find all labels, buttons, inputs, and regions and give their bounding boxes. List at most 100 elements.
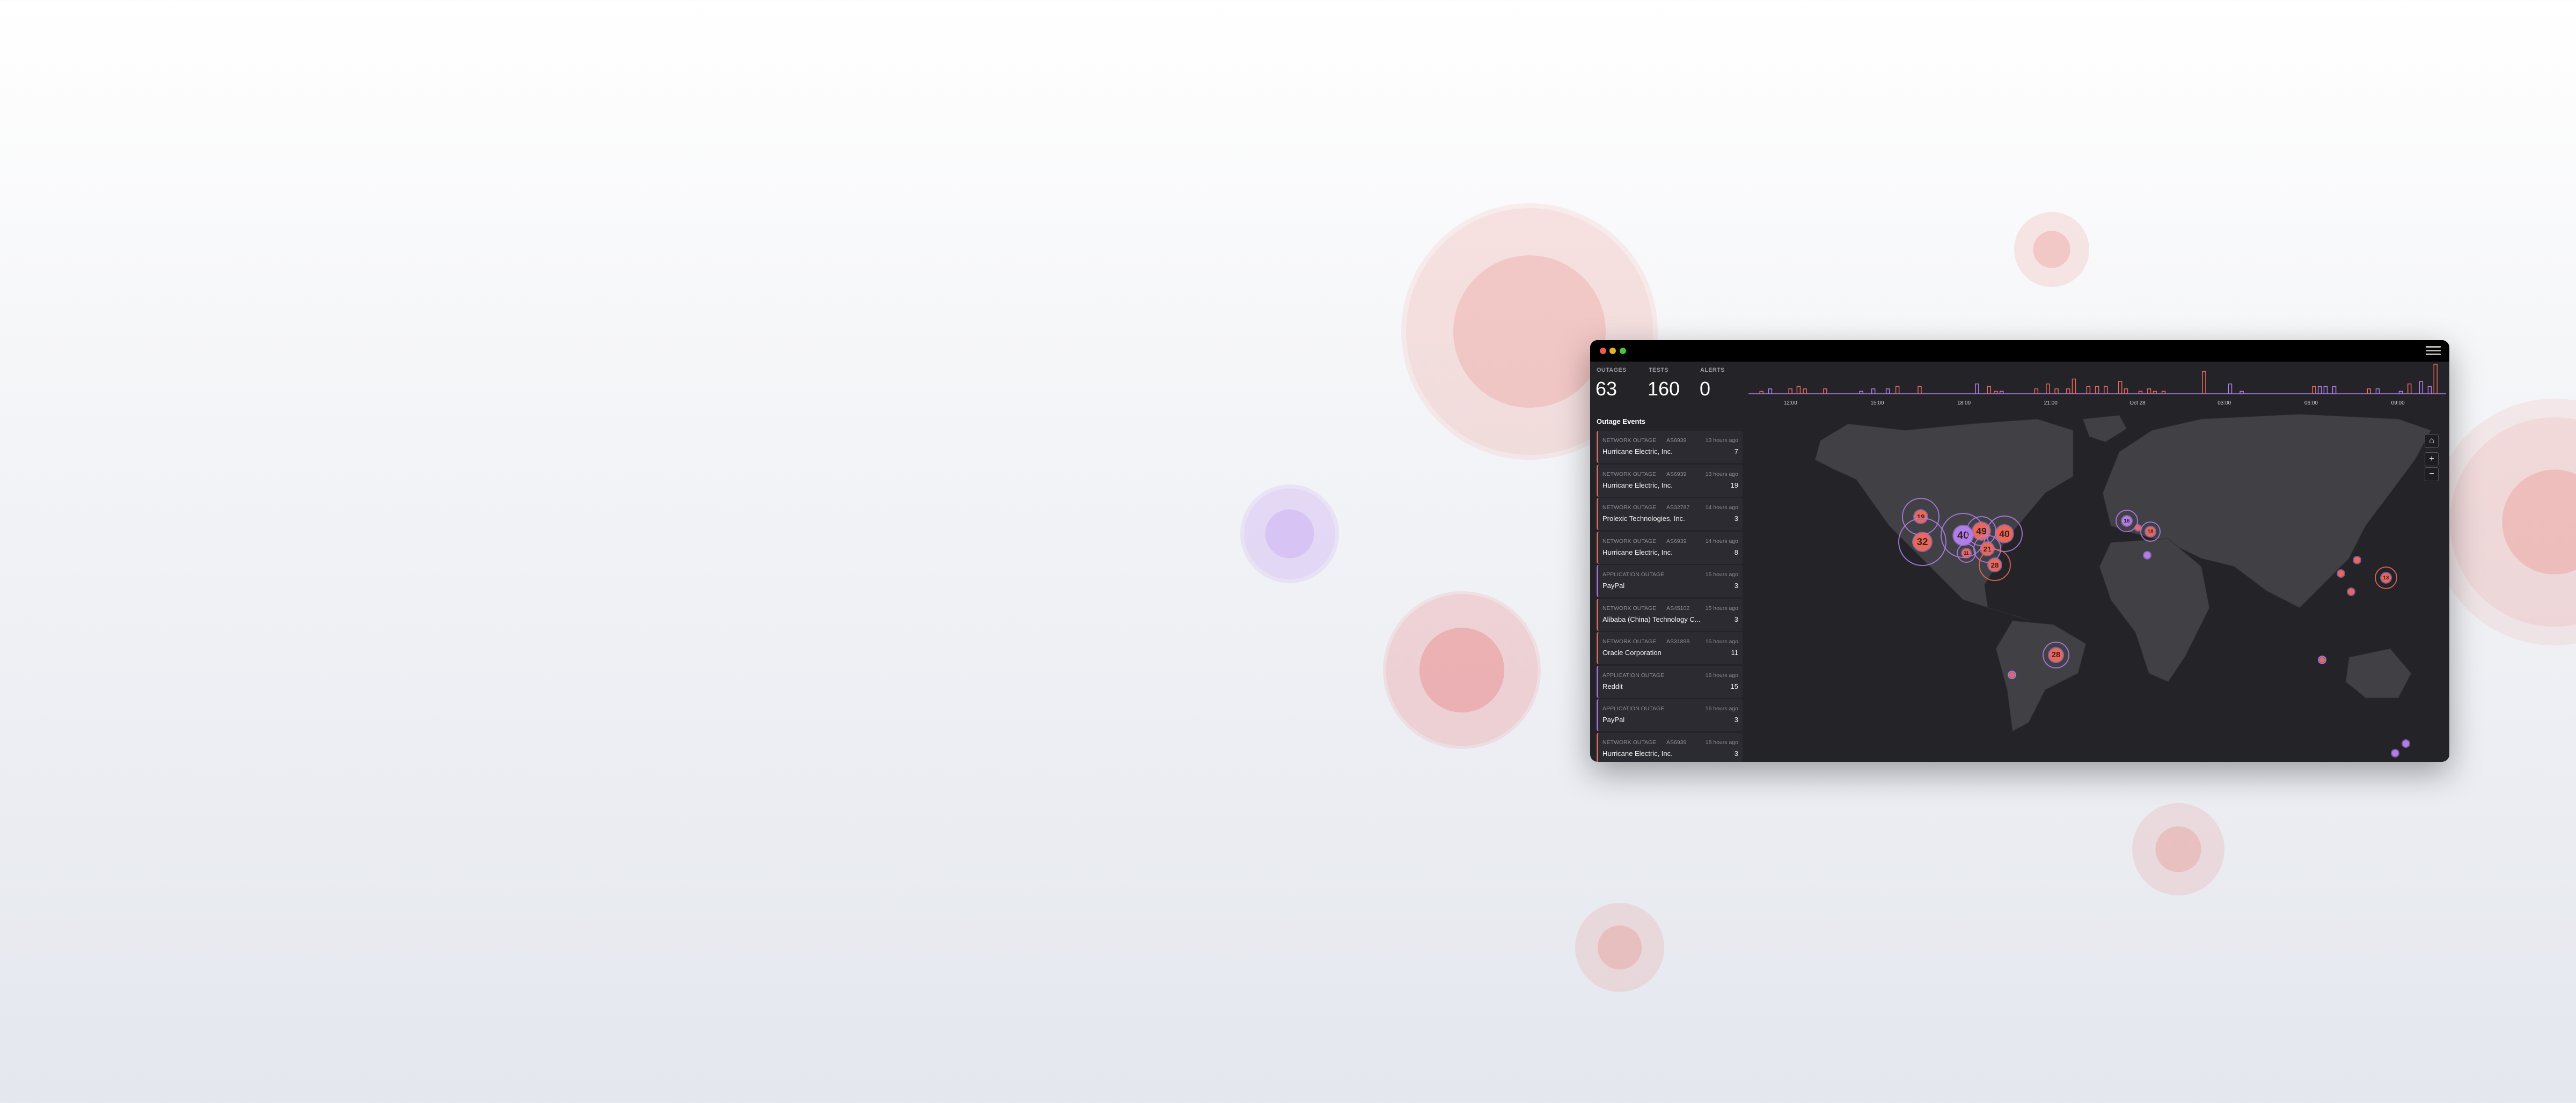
outage-cluster-marker[interactable]: 13 [2381,573,2391,583]
outage-cluster-marker[interactable]: 11 [1962,549,1971,557]
chart-spike-application [2240,391,2244,394]
outage-cluster-marker[interactable] [2319,657,2325,663]
chart-spike-application [2332,386,2337,394]
chart-spike-network [2407,383,2412,394]
event-count: 7 [1734,447,1738,455]
event-time: 15 hours ago [1705,638,1738,645]
event-type: NETWORK OUTAGE [1602,638,1657,645]
event-name: Prolexic Technologies, Inc. [1602,514,1685,523]
x-tick-label: 03:00 [2218,400,2231,406]
home-button[interactable]: ⌂ [2425,434,2439,448]
chart-spike-network [1788,388,1792,394]
outage-cluster-marker[interactable]: 28 [1988,558,2001,571]
outage-cluster-marker[interactable] [2135,525,2141,531]
event-time: 18 hours ago [1705,739,1738,746]
chart-spike-network [2153,391,2157,394]
bg-hotspot [2431,399,2576,645]
x-tick-label: 12:00 [1784,400,1797,406]
bg-hotspot [1575,903,1664,992]
bg-hotspot [2014,212,2089,287]
bg-hotspot [1383,591,1541,749]
stat-value: 160 [1648,378,1680,400]
maximize-button[interactable] [1620,348,1626,354]
outage-cluster-marker[interactable] [2348,589,2354,595]
event-name: PayPal [1602,582,1625,590]
event-type: APPLICATION OUTAGE [1602,571,1665,578]
outage-event-item[interactable]: NETWORK OUTAGE AS6939 13 hours ago Hurri… [1597,431,1743,463]
outage-event-item[interactable]: NETWORK OUTAGE AS45102 15 hours ago Alib… [1597,598,1743,631]
outage-event-item[interactable]: NETWORK OUTAGE AS31898 15 hours ago Orac… [1597,632,1743,664]
outage-cluster-marker[interactable]: 28 [2049,648,2063,662]
cluster-ring [2318,656,2326,664]
chart-spike-application [2427,386,2432,394]
x-tick-label: 09:00 [2391,400,2405,406]
stat-label: OUTAGES [1597,367,1627,373]
event-time: 13 hours ago [1705,437,1738,444]
chart-spike-application [2419,381,2424,394]
outage-event-item[interactable]: NETWORK OUTAGE AS6939 18 hours ago Hurri… [1597,732,1743,762]
event-count: 3 [1734,716,1738,724]
event-type: APPLICATION OUTAGE [1602,672,1665,679]
outage-event-item[interactable]: APPLICATION OUTAGE 15 hours ago PayPal 3 [1597,565,1743,597]
stat-label: TESTS [1649,367,1668,373]
outage-cluster-marker[interactable] [2338,570,2344,577]
outage-timeline-chart[interactable]: 12:00 15:00 18:00 21:00 Oct 28 03:00 06:00 09:0… [1748,362,2446,410]
outage-cluster-marker[interactable] [2144,552,2150,558]
chart-spike-application [1871,388,1876,394]
outage-event-item[interactable]: NETWORK OUTAGE AS32787 14 hours ago Prol… [1597,498,1743,530]
zoom-out-button[interactable]: − [2425,467,2439,481]
event-count: 15 [1730,682,1738,690]
x-tick-label: 06:00 [2304,400,2318,406]
cluster-ring [2116,510,2138,532]
chart-spike-network [1895,386,1900,394]
chart-spike-network [2367,388,2372,394]
cluster-ring [2043,642,2069,668]
event-count: 11 [1731,649,1739,657]
event-count: 19 [1730,481,1738,489]
outage-cluster-marker[interactable] [2392,750,2398,756]
event-name: PayPal [1602,716,1625,724]
africa [2099,538,2210,682]
cluster-ring [2008,671,2016,679]
x-tick-label: 18:00 [1957,400,1971,406]
outage-events-list[interactable]: NETWORK OUTAGE AS6939 13 hours ago Hurri… [1597,431,1743,762]
chart-spike-application [1768,388,1773,394]
outage-cluster-marker[interactable] [2354,557,2360,563]
outage-event-item[interactable]: NETWORK OUTAGE AS6939 14 hours ago Hurri… [1597,531,1743,564]
outage-cluster-marker[interactable]: 32 [1913,533,1931,551]
event-time: 15 hours ago [1705,605,1738,612]
minimize-button[interactable] [1609,348,1616,354]
chart-spike-application [2375,388,2380,394]
chart-spike-network [2118,381,2123,394]
event-count: 3 [1734,615,1738,623]
event-count: 8 [1734,548,1738,556]
event-name: Oracle Corporation [1602,649,1662,657]
outage-cluster-marker[interactable] [2403,740,2409,747]
event-name: Hurricane Electric, Inc. [1602,447,1673,455]
outage-cluster-marker[interactable]: 18 [2146,527,2155,536]
hamburger-icon[interactable] [2426,346,2441,356]
zoom-in-button[interactable]: + [2425,452,2439,466]
cluster-ring [1957,543,1976,563]
close-button[interactable] [1600,348,1606,354]
world-map[interactable] [1747,340,2449,762]
north-america [1814,418,2074,621]
outage-cluster-marker[interactable] [2009,672,2015,678]
event-asn: AS32787 [1666,504,1690,511]
chart-spike-network [2046,383,2050,394]
outage-cluster-marker[interactable]: 16 [2122,516,2132,526]
outage-cluster-marker[interactable]: 40 [1996,525,2013,542]
chart-spike-network [1803,388,1807,394]
outage-event-item[interactable]: NETWORK OUTAGE AS6939 13 hours ago Hurri… [1597,464,1743,497]
chart-spike-network [2202,371,2206,394]
x-tick-label: 21:00 [2044,400,2058,406]
outage-event-item[interactable]: APPLICATION OUTAGE 16 hours ago Reddit 1… [1597,665,1743,698]
stat-label: ALERTS [1700,367,1725,373]
outage-events-title: Outage Events [1597,417,1646,425]
chart-spike-application [2317,386,2322,394]
event-count: 3 [1734,582,1738,590]
outage-event-item[interactable]: APPLICATION OUTAGE 16 hours ago PayPal 3 [1597,699,1743,731]
event-type: NETWORK OUTAGE [1602,538,1657,545]
chart-spike-network [2161,391,2166,394]
event-time: 14 hours ago [1705,538,1738,545]
